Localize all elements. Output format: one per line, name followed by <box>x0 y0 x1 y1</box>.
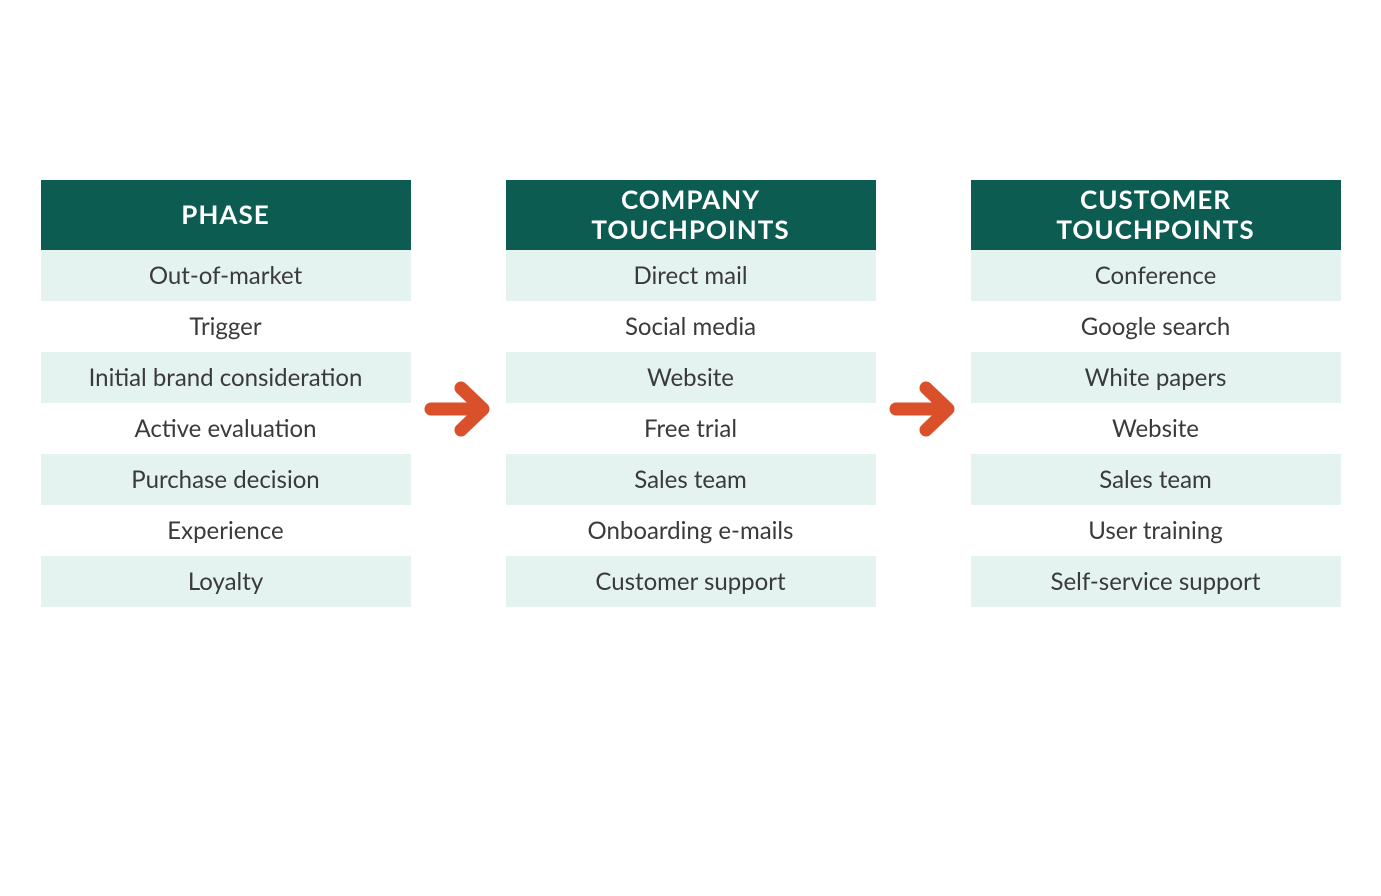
row-item: White papers <box>971 352 1341 403</box>
arrow-connector-2 <box>876 344 971 444</box>
row-item: Experience <box>41 505 411 556</box>
row-item: Social media <box>506 301 876 352</box>
row-item: Self-service support <box>971 556 1341 607</box>
row-item: Conference <box>971 250 1341 301</box>
header-label: COMPANY TOUCHPOINTS <box>591 185 789 245</box>
row-item: User training <box>971 505 1341 556</box>
row-item: Customer support <box>506 556 876 607</box>
row-item: Out-of-market <box>41 250 411 301</box>
arrow-connector-1 <box>411 344 506 444</box>
touchpoints-diagram: PHASE Out-of-market Trigger Initial bran… <box>40 180 1341 607</box>
row-item: Google search <box>971 301 1341 352</box>
row-item: Website <box>506 352 876 403</box>
row-item: Free trial <box>506 403 876 454</box>
column-company-touchpoints: COMPANY TOUCHPOINTS Direct mail Social m… <box>506 180 876 607</box>
column-phase: PHASE Out-of-market Trigger Initial bran… <box>41 180 411 607</box>
row-item: Sales team <box>971 454 1341 505</box>
row-item: Initial brand consideration <box>41 352 411 403</box>
row-item: Trigger <box>41 301 411 352</box>
header-line2: TOUCHPOINTS <box>591 213 789 245</box>
row-item: Onboarding e-mails <box>506 505 876 556</box>
row-item: Sales team <box>506 454 876 505</box>
row-item: Loyalty <box>41 556 411 607</box>
row-item: Active evaluation <box>41 403 411 454</box>
column-header-company: COMPANY TOUCHPOINTS <box>506 180 876 250</box>
header-line1: COMPANY <box>621 183 760 215</box>
header-label: PHASE <box>181 200 269 230</box>
row-item: Direct mail <box>506 250 876 301</box>
arrow-right-icon <box>888 374 958 444</box>
arrow-right-icon <box>423 374 493 444</box>
column-customer-touchpoints: CUSTOMER TOUCHPOINTS Conference Google s… <box>971 180 1341 607</box>
row-item: Purchase decision <box>41 454 411 505</box>
column-header-customer: CUSTOMER TOUCHPOINTS <box>971 180 1341 250</box>
header-label: CUSTOMER TOUCHPOINTS <box>1056 185 1254 245</box>
header-line2: TOUCHPOINTS <box>1056 213 1254 245</box>
row-item: Website <box>971 403 1341 454</box>
header-line1: CUSTOMER <box>1080 183 1231 215</box>
column-header-phase: PHASE <box>41 180 411 250</box>
